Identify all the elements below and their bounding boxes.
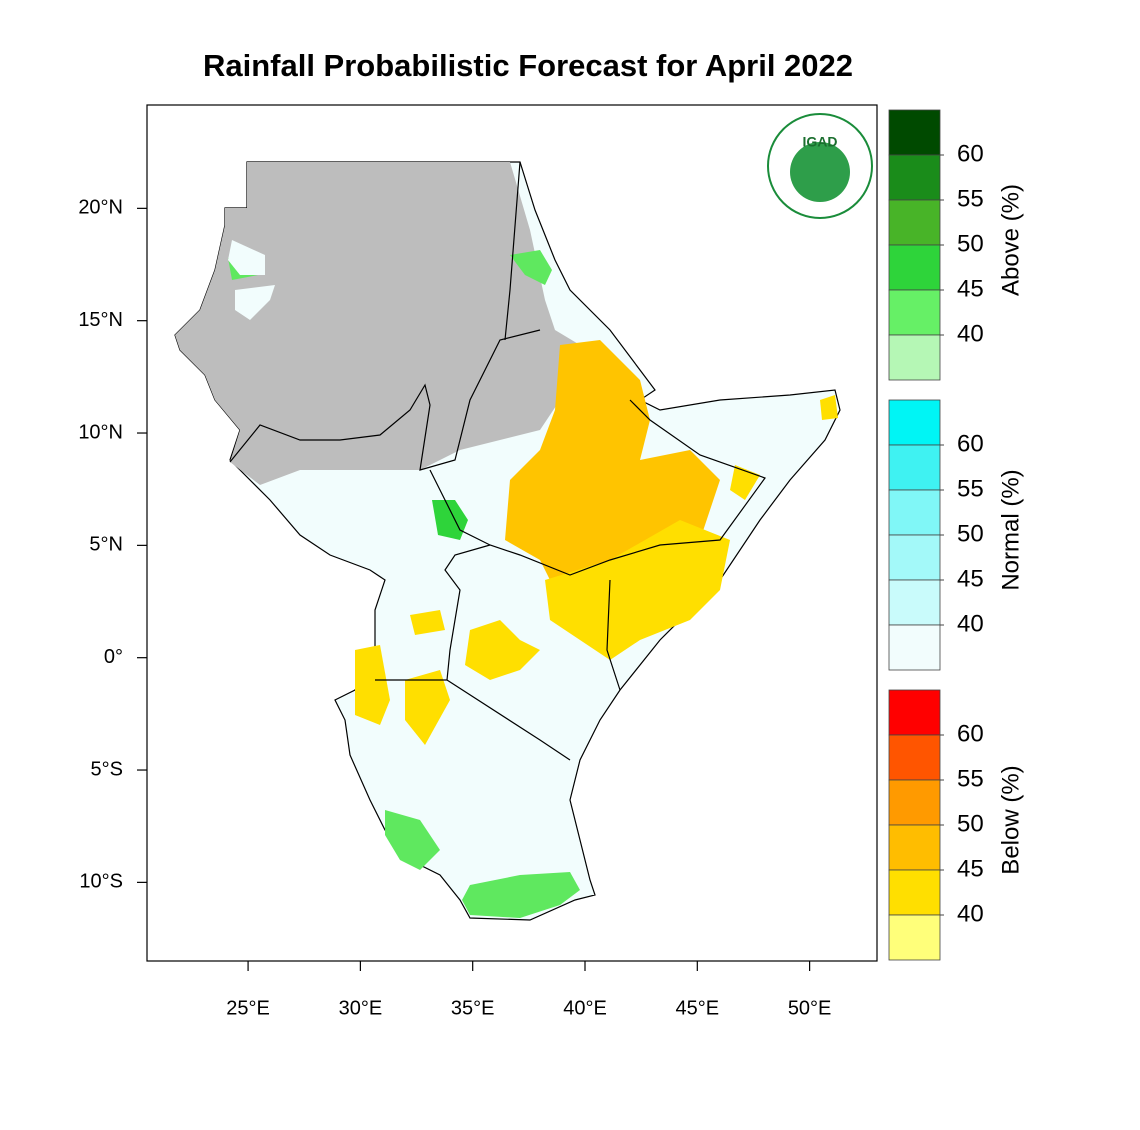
legend-swatch [888, 824, 941, 871]
x-tick-label: 45°E [676, 997, 720, 1019]
legend-tick-label: 60 [957, 140, 984, 167]
below-40 [465, 620, 540, 680]
x-tick-label: 25°E [226, 997, 270, 1019]
map-regions [174, 161, 841, 921]
y-tick-label: 5°S [91, 758, 123, 780]
legend-swatch [888, 779, 941, 826]
legend-tick-label: 60 [957, 720, 984, 747]
x-tick-label: 30°E [339, 997, 383, 1019]
title: Rainfall Probabilistic Forecast for Apri… [203, 48, 853, 83]
normal-40 [228, 240, 265, 275]
legend-swatch [888, 399, 941, 446]
border [229, 329, 541, 471]
legend-tick-label: 55 [957, 475, 984, 502]
below-40 [820, 395, 838, 420]
border [446, 679, 571, 761]
legend-tick-label: 40 [957, 900, 984, 927]
y-tick-label: 0° [104, 646, 123, 668]
y-tick-label: 5°N [89, 534, 123, 556]
legend-swatch [888, 624, 941, 671]
legend-swatch [888, 199, 941, 246]
legend-tick-label: 45 [957, 275, 984, 302]
border [429, 399, 766, 576]
logo-text: IGAD [803, 134, 838, 150]
legend-swatch [888, 244, 941, 291]
above-40 [385, 810, 440, 870]
below-40 [410, 610, 445, 635]
legend-swatch [888, 289, 941, 336]
x-tick-label: 50°E [788, 997, 832, 1019]
legend-tick-label: 60 [957, 430, 984, 457]
legend-title: Below (%) [997, 765, 1024, 874]
legend-tick-label: 55 [957, 185, 984, 212]
legend-swatch [888, 534, 941, 581]
logo: IGAD [767, 113, 873, 219]
legend-tick-label: 40 [957, 610, 984, 637]
y-tick-label: 20°N [78, 197, 123, 219]
legend-swatch [888, 579, 941, 626]
border [606, 579, 621, 691]
border [504, 161, 521, 341]
legend-swatch [888, 914, 941, 961]
legend-swatch [888, 489, 941, 536]
legend-tick-label: 50 [957, 230, 984, 257]
above-45 [432, 500, 468, 540]
legend-swatch [888, 109, 941, 156]
dry-mask [175, 162, 580, 485]
x-tick-label: 40°E [563, 997, 607, 1019]
legend-swatch [888, 869, 941, 916]
legend-tick-label: 45 [957, 855, 984, 882]
legend-title: Above (%) [997, 184, 1024, 296]
logo-emblem [790, 142, 850, 202]
y-tick-label: 10°N [78, 421, 123, 443]
legend-tick-label: 50 [957, 520, 984, 547]
legend-tick-label: 40 [957, 320, 984, 347]
legend-swatch [888, 444, 941, 491]
legend-swatch [888, 689, 941, 736]
below-40 [405, 670, 450, 745]
above-40 [510, 250, 552, 285]
below-40 [545, 520, 730, 660]
x-tick-label: 35°E [451, 997, 495, 1019]
legend-swatch [888, 334, 941, 381]
below-40 [355, 645, 390, 725]
legend-swatch [888, 734, 941, 781]
y-tick-label: 10°S [79, 871, 123, 893]
legend-tick-label: 45 [957, 565, 984, 592]
normal-40 [235, 285, 275, 320]
y-tick-label: 15°N [78, 309, 123, 331]
legend-swatch [888, 154, 941, 201]
borders [229, 161, 766, 761]
legend-tick-label: 55 [957, 765, 984, 792]
legend-tick-label: 50 [957, 810, 984, 837]
above-40 [462, 872, 580, 918]
legend-title: Normal (%) [997, 469, 1024, 590]
